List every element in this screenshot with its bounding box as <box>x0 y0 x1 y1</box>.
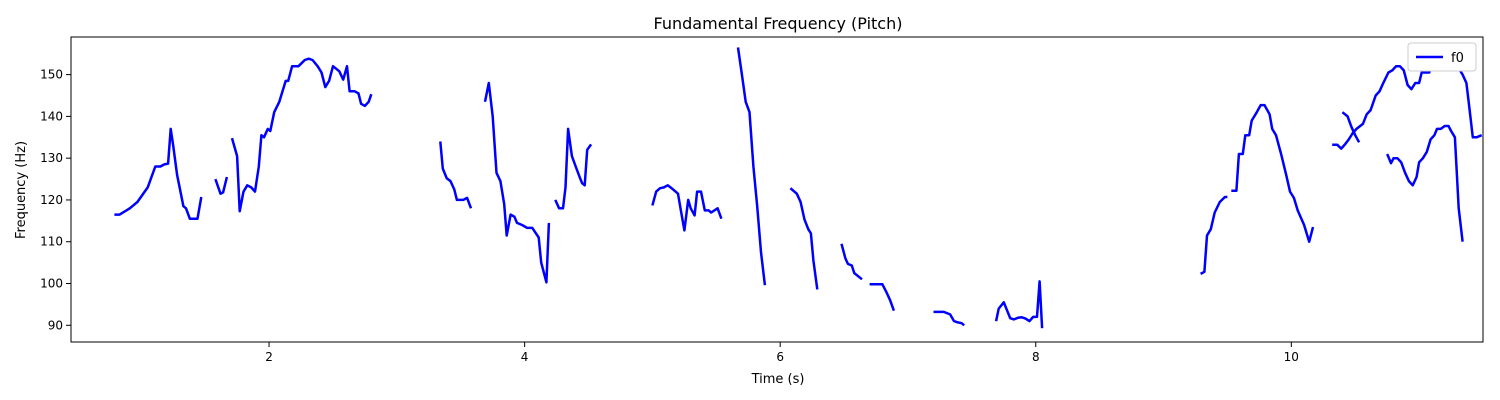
series-f0-segment <box>789 187 819 290</box>
x-axis-label: Time (s) <box>751 372 805 387</box>
series-f0-segment <box>933 310 965 327</box>
plot-frame <box>70 36 1484 343</box>
x-tick-label: 8 <box>1032 350 1040 364</box>
plot-area <box>114 47 1483 329</box>
series-f0-segment <box>1386 124 1464 242</box>
series-f0-segment <box>994 280 1044 329</box>
chart-title: Fundamental Frequency (Pitch) <box>654 14 903 33</box>
y-tick-label: 150 <box>40 68 63 82</box>
series-f0-segment <box>554 127 593 210</box>
y-tick-label: 90 <box>48 318 63 332</box>
series-f0-segment <box>1231 103 1315 243</box>
legend-label-f0: f0 <box>1451 51 1464 66</box>
series-f0-segment <box>230 57 373 213</box>
y-tick-label: 130 <box>40 151 63 165</box>
series-f0-segment <box>483 81 551 284</box>
series-f0-segment <box>869 283 896 312</box>
series-f0-segment <box>114 127 203 220</box>
y-tick-label: 100 <box>40 277 63 291</box>
x-tick-label: 10 <box>1284 350 1299 364</box>
x-tick-label: 6 <box>776 350 784 364</box>
x-axis: 2 4 6 8 10 <box>265 342 1299 364</box>
y-tick-label: 140 <box>40 109 63 123</box>
series-f0-segment <box>439 141 473 209</box>
y-axis-label: Frequency (Hz) <box>14 141 29 239</box>
y-tick-label: 110 <box>40 235 63 249</box>
series-f0-segment <box>736 47 767 286</box>
series-f0-segment <box>1341 111 1361 143</box>
y-axis: 90 100 110 120 130 140 150 <box>40 68 71 332</box>
legend: f0 <box>1407 42 1477 72</box>
series-f0-segment <box>651 184 723 232</box>
x-tick-label: 4 <box>521 350 529 364</box>
x-tick-label: 2 <box>265 350 273 364</box>
series-f0-segment <box>214 176 229 195</box>
y-tick-label: 120 <box>40 193 63 207</box>
series-f0-segment <box>1199 195 1228 275</box>
series-f0-segment <box>840 243 863 281</box>
